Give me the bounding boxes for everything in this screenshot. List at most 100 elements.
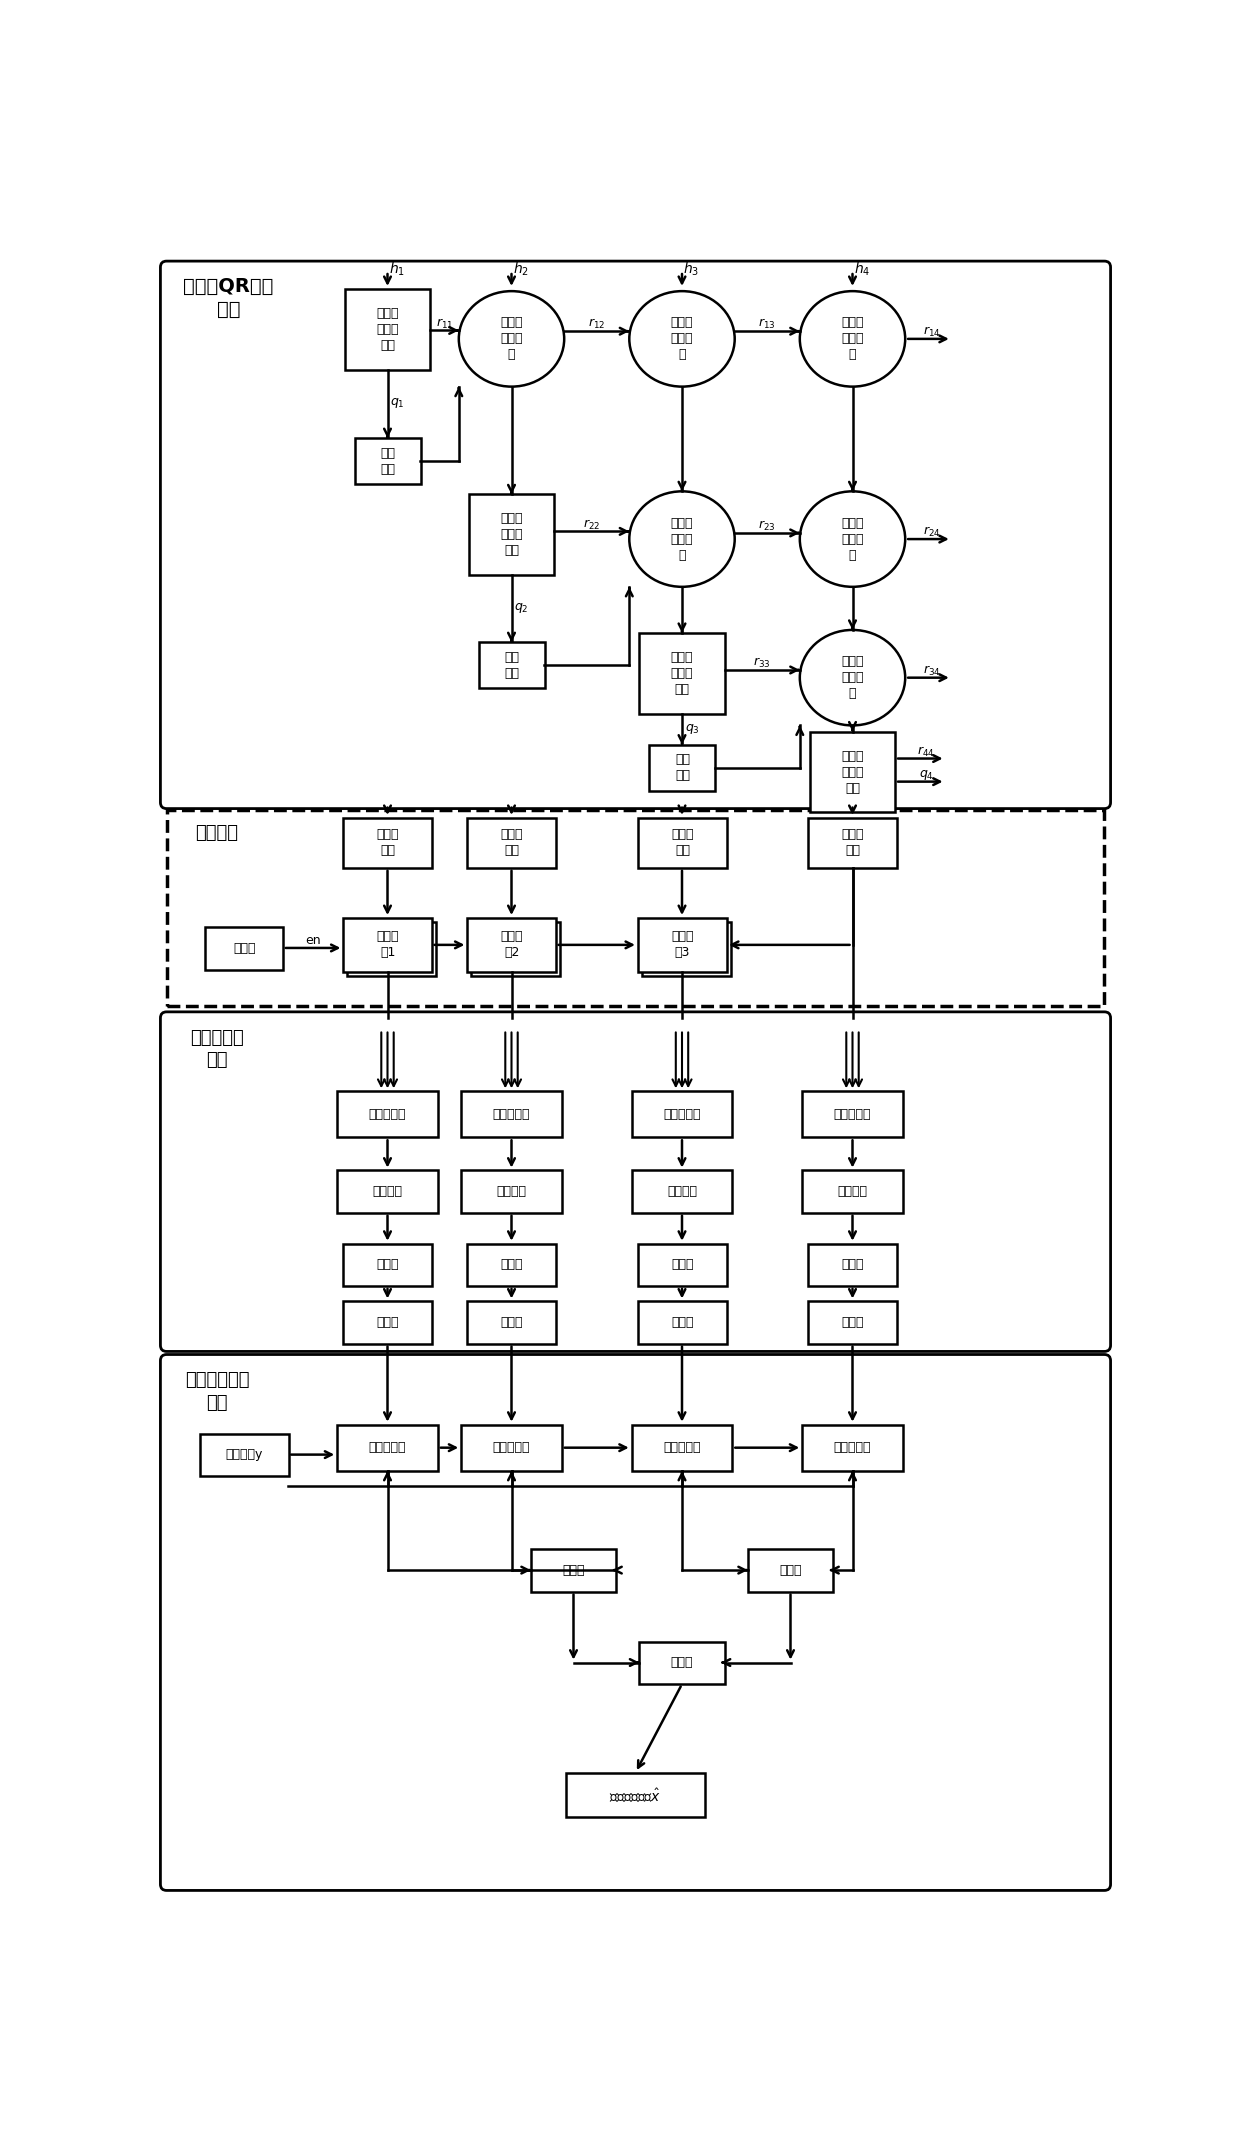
Text: 复矩阵QR分解
模块: 复矩阵QR分解 模块	[184, 277, 274, 320]
Text: 寄存器: 寄存器	[501, 1317, 523, 1330]
Text: 接收信号y: 接收信号y	[226, 1449, 263, 1462]
FancyBboxPatch shape	[160, 1012, 1111, 1351]
Text: 加法器: 加法器	[562, 1564, 585, 1577]
Ellipse shape	[629, 492, 734, 586]
FancyBboxPatch shape	[640, 633, 724, 714]
FancyBboxPatch shape	[631, 1170, 733, 1213]
Text: 向量预
处理: 向量预 处理	[671, 829, 693, 857]
FancyBboxPatch shape	[467, 818, 557, 867]
Text: $r_{24}$: $r_{24}$	[924, 524, 941, 539]
FancyBboxPatch shape	[343, 1302, 433, 1345]
FancyBboxPatch shape	[337, 1170, 438, 1213]
Text: 累加器: 累加器	[671, 1257, 693, 1272]
Text: 累加器: 累加器	[377, 1257, 399, 1272]
Text: $r_{34}$: $r_{34}$	[924, 663, 941, 678]
Text: 加法器: 加法器	[671, 1656, 693, 1669]
FancyBboxPatch shape	[355, 439, 420, 484]
FancyBboxPatch shape	[467, 1245, 557, 1285]
Text: 输入信号检测
模块: 输入信号检测 模块	[185, 1372, 249, 1411]
Text: 主对角
线计算
模块: 主对角 线计算 模块	[376, 307, 399, 352]
FancyBboxPatch shape	[802, 1426, 903, 1470]
FancyBboxPatch shape	[637, 1245, 727, 1285]
FancyBboxPatch shape	[467, 918, 557, 972]
FancyBboxPatch shape	[461, 1091, 562, 1138]
Text: $r_{22}$: $r_{22}$	[583, 518, 600, 531]
Text: 共轭
转置: 共轭 转置	[381, 448, 396, 475]
Text: $r_{11}$: $r_{11}$	[435, 315, 453, 330]
FancyBboxPatch shape	[166, 810, 1105, 1006]
Text: 上三角
计算模
块: 上三角 计算模 块	[671, 516, 693, 563]
Text: $h_4$: $h_4$	[853, 260, 870, 277]
Text: 寄存器: 寄存器	[671, 1317, 693, 1330]
FancyBboxPatch shape	[471, 923, 560, 976]
FancyBboxPatch shape	[631, 1426, 733, 1470]
Text: 寄存器
组1: 寄存器 组1	[377, 931, 399, 959]
Ellipse shape	[629, 292, 734, 386]
Ellipse shape	[800, 492, 905, 586]
Text: $q_1$: $q_1$	[391, 396, 405, 409]
Ellipse shape	[800, 292, 905, 386]
Text: 共轭
转置: 共轭 转置	[505, 650, 520, 680]
FancyBboxPatch shape	[343, 1245, 433, 1285]
Text: $q_2$: $q_2$	[515, 601, 528, 616]
FancyBboxPatch shape	[461, 1170, 562, 1213]
Text: $q_3$: $q_3$	[684, 722, 699, 735]
Text: 向量预
处理: 向量预 处理	[501, 829, 523, 857]
Text: 位宽截取: 位宽截取	[372, 1185, 403, 1198]
FancyBboxPatch shape	[343, 918, 433, 972]
FancyBboxPatch shape	[461, 1426, 562, 1470]
FancyBboxPatch shape	[808, 818, 898, 867]
FancyBboxPatch shape	[810, 731, 895, 812]
FancyBboxPatch shape	[531, 1549, 616, 1592]
FancyBboxPatch shape	[802, 1170, 903, 1213]
Text: 位宽截取: 位宽截取	[496, 1185, 527, 1198]
FancyBboxPatch shape	[479, 641, 544, 688]
Text: 寄存器: 寄存器	[842, 1317, 864, 1330]
FancyBboxPatch shape	[206, 927, 283, 970]
FancyBboxPatch shape	[637, 818, 727, 867]
Text: 寄存器
组3: 寄存器 组3	[671, 931, 693, 959]
FancyBboxPatch shape	[642, 923, 730, 976]
FancyBboxPatch shape	[637, 918, 727, 972]
FancyBboxPatch shape	[160, 262, 1111, 808]
FancyBboxPatch shape	[650, 744, 715, 791]
FancyBboxPatch shape	[631, 1091, 733, 1138]
FancyBboxPatch shape	[808, 1245, 898, 1285]
Ellipse shape	[800, 631, 905, 725]
Text: 计数器: 计数器	[233, 942, 255, 955]
Text: 复数乘法器: 复数乘法器	[833, 1108, 872, 1121]
Text: $r_{44}$: $r_{44}$	[918, 744, 935, 759]
Text: 主对角
线计算
模块: 主对角 线计算 模块	[500, 511, 523, 558]
Text: 上三角
计算模
块: 上三角 计算模 块	[500, 315, 523, 362]
Text: 复数乘法器: 复数乘法器	[833, 1441, 872, 1453]
Text: $r_{13}$: $r_{13}$	[759, 318, 776, 330]
FancyBboxPatch shape	[637, 1302, 727, 1345]
Text: 复矩阵运算
模块: 复矩阵运算 模块	[190, 1029, 244, 1070]
Text: $r_{23}$: $r_{23}$	[759, 520, 776, 533]
FancyBboxPatch shape	[808, 1302, 898, 1345]
FancyBboxPatch shape	[565, 1773, 706, 1818]
Text: 复数乘法器: 复数乘法器	[492, 1108, 531, 1121]
Ellipse shape	[459, 292, 564, 386]
FancyBboxPatch shape	[200, 1434, 289, 1477]
Text: 上三角
计算模
块: 上三角 计算模 块	[841, 315, 864, 362]
Text: $r_{14}$: $r_{14}$	[924, 324, 941, 339]
Text: 上三角
计算模
块: 上三角 计算模 块	[841, 516, 864, 563]
Text: 主对角
线计算
模块: 主对角 线计算 模块	[671, 650, 693, 697]
FancyBboxPatch shape	[802, 1091, 903, 1138]
FancyBboxPatch shape	[160, 1355, 1111, 1890]
Text: 主对角
线计算
模块: 主对角 线计算 模块	[841, 750, 864, 795]
Text: 复数乘法器: 复数乘法器	[492, 1441, 531, 1453]
FancyBboxPatch shape	[337, 1091, 438, 1138]
Text: 复数乘法器: 复数乘法器	[663, 1441, 701, 1453]
Text: 复数乘法器: 复数乘法器	[368, 1108, 407, 1121]
Text: 向量预
处理: 向量预 处理	[377, 829, 399, 857]
Text: 共轭
转置: 共轭 转置	[675, 752, 689, 782]
Text: 累加器: 累加器	[501, 1257, 523, 1272]
FancyBboxPatch shape	[748, 1549, 833, 1592]
Text: 累加器: 累加器	[842, 1257, 864, 1272]
Text: $h_3$: $h_3$	[683, 260, 699, 277]
FancyBboxPatch shape	[469, 494, 554, 575]
Text: 控制模块: 控制模块	[196, 825, 238, 842]
FancyBboxPatch shape	[347, 923, 436, 976]
